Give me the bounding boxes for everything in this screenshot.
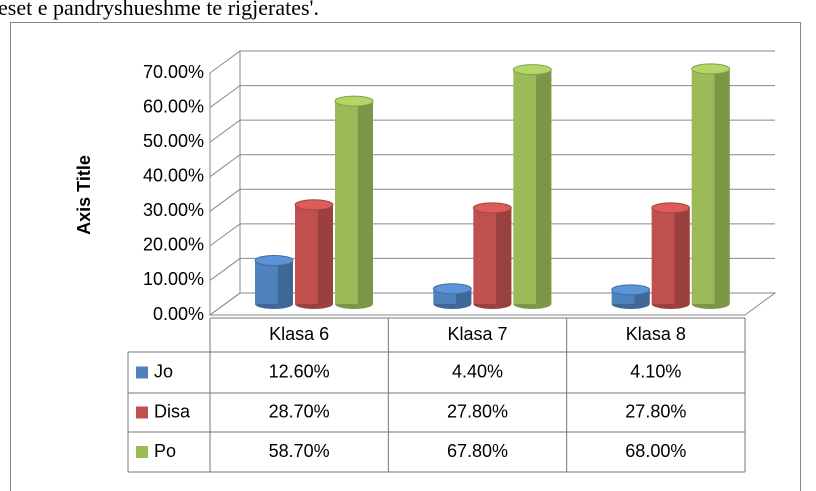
bar-top xyxy=(691,63,731,75)
bar-shade xyxy=(277,260,293,304)
data-label: 4.10% xyxy=(630,361,681,381)
bar-top xyxy=(254,254,294,266)
grid-line xyxy=(209,188,775,212)
bar-top xyxy=(472,202,512,214)
y-tick-label: 20.00% xyxy=(143,235,204,255)
bar-shade xyxy=(674,207,690,304)
bar-top xyxy=(294,199,334,211)
legend-label: Disa xyxy=(154,401,191,421)
bar-top xyxy=(611,284,651,296)
y-tick-label: 0.00% xyxy=(153,304,204,324)
grid-line xyxy=(209,223,775,247)
grid-line xyxy=(209,257,775,281)
y-tick-label: 70.00% xyxy=(143,62,204,82)
header-text: eset e pandryshueshme te rigjerates'. xyxy=(0,0,319,20)
bar-top xyxy=(334,95,374,107)
data-label: 4.40% xyxy=(452,361,503,381)
legend-key xyxy=(136,366,148,379)
y-tick-label: 30.00% xyxy=(143,200,204,220)
legend-key xyxy=(136,446,148,458)
data-label: 27.80% xyxy=(625,401,686,421)
grid-line xyxy=(209,119,775,143)
bar-shade xyxy=(357,101,373,305)
bar-top xyxy=(651,202,691,214)
x-tick-label: Klasa 6 xyxy=(269,324,329,344)
y-tick-label: 10.00% xyxy=(143,269,204,289)
legend-key xyxy=(136,406,148,419)
grid-line xyxy=(209,85,775,108)
bar-shade xyxy=(317,204,333,304)
bar-shade xyxy=(496,207,512,304)
grid-line xyxy=(209,154,775,178)
data-label: 58.70% xyxy=(269,441,330,461)
data-label: 28.70% xyxy=(269,401,330,421)
x-tick-label: Klasa 8 xyxy=(626,324,686,344)
legend-label: Jo xyxy=(154,361,173,381)
data-label: 68.00% xyxy=(625,441,686,461)
bar-shade xyxy=(536,69,552,304)
x-tick-label: Klasa 7 xyxy=(447,324,507,344)
floor xyxy=(208,292,777,316)
y-tick-label: 50.00% xyxy=(143,131,204,151)
chart-frame xyxy=(10,22,801,491)
data-label: 67.80% xyxy=(447,441,508,461)
bar-top xyxy=(432,283,472,295)
legend-label: Po xyxy=(154,441,176,461)
data-label: 12.60% xyxy=(269,361,330,381)
y-tick-label: 40.00% xyxy=(143,165,204,185)
y-tick-label: 60.00% xyxy=(143,96,204,116)
grid-line xyxy=(209,50,775,74)
data-label: 27.80% xyxy=(447,401,508,421)
bar-shade xyxy=(714,68,730,305)
bar-top xyxy=(512,64,552,76)
y-axis-title: Axis Title xyxy=(74,155,94,235)
